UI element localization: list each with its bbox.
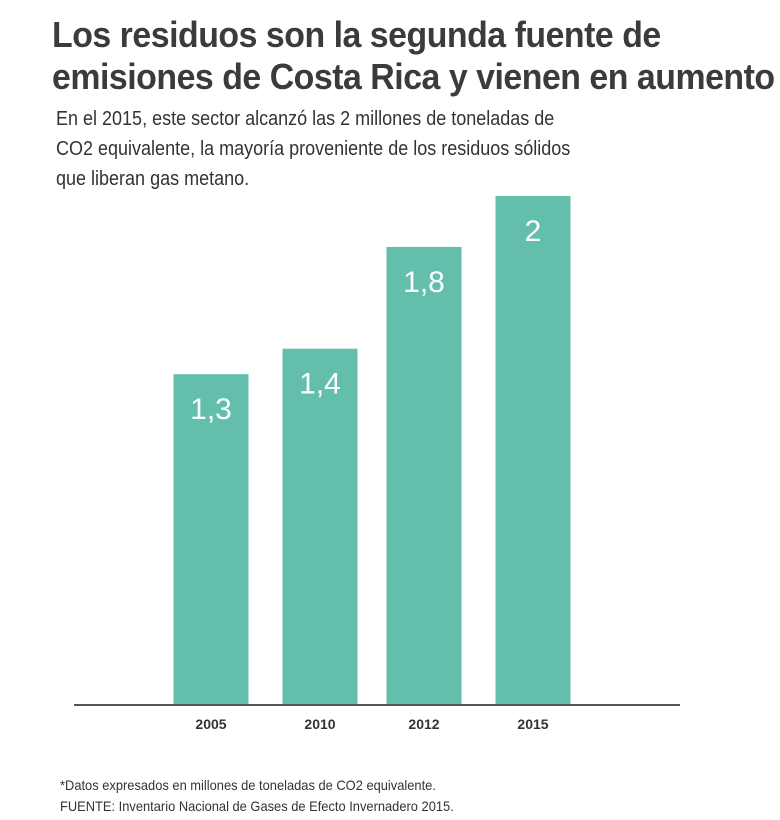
bar-value-label-2010: 1,4 [299, 368, 341, 401]
chart-subtitle-line-3: que liberan gas metano. [56, 168, 250, 190]
bar-value-label-2015: 2 [525, 215, 542, 248]
bar-2015 [495, 196, 571, 705]
x-tick-label-2015: 2015 [517, 716, 548, 732]
bar-2005 [173, 374, 249, 705]
x-tick-label-2010: 2010 [304, 716, 335, 732]
chart-title-line-1: Los residuos son la segunda fuente de [52, 14, 661, 55]
x-tick-label-2005: 2005 [195, 716, 226, 732]
bar-value-label-2012: 1,8 [403, 266, 445, 299]
units-note: *Datos expresados en millones de tonelad… [60, 777, 436, 793]
chart-footnote: *Datos expresados en millones de tonelad… [60, 775, 667, 817]
chart-subtitle-line-2: CO2 equivalente, la mayoría proveniente … [56, 138, 571, 160]
chart-subtitle-line-1: En el 2015, este sector alcanzó las 2 mi… [56, 108, 555, 130]
bar-2010 [282, 348, 358, 705]
x-tick-label-2012: 2012 [408, 716, 439, 732]
source-note: FUENTE: Inventario Nacional de Gases de … [60, 798, 454, 814]
chart-subtitle: En el 2015, este sector alcanzó las 2 mi… [56, 104, 614, 194]
chart-title-line-2: emisiones de Costa Rica y vienen en aume… [52, 56, 775, 97]
bar-2012 [386, 246, 462, 705]
bar-value-label-2005: 1,3 [190, 393, 232, 426]
chart-title: Los residuos son la segunda fuente de em… [52, 14, 775, 98]
